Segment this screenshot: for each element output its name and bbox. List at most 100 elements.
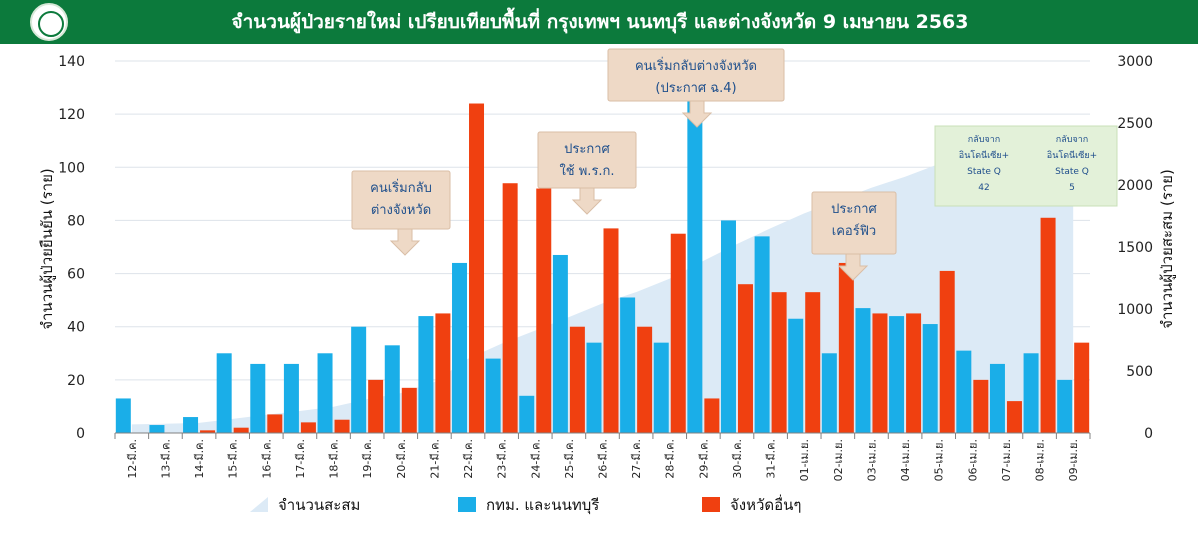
info-box-text: 42 [978,183,989,193]
callout-arrow-icon [571,187,603,215]
legend-item: จังหวัดอื่นๆ [702,494,801,514]
axis-titles: จำนวนผู้ป่วยยืนยัน (ราย) จำนวนผู้ป่วยสะสม… [38,168,1176,330]
bar-bangkok-nonthaburi [1023,353,1039,433]
bar-bangkok-nonthaburi [989,363,1005,433]
x-axis-tick-label: 27-มี.ค. [630,439,643,479]
y2-axis-tick-label: 0 [1144,426,1153,442]
x-axis-tick-label: 15-มี.ค. [227,439,240,479]
bar-other-provinces [906,313,922,433]
y2-axis-title: จำนวนผู้ป่วยสะสม (ราย) [1158,169,1176,329]
bar-bangkok-nonthaburi [216,353,232,433]
y2-axis-tick-label: 1000 [1117,302,1153,318]
info-box-text: กลับจาก [1056,135,1088,145]
bar-bangkok-nonthaburi [418,316,434,433]
bar-bangkok-nonthaburi [485,358,501,433]
bar-other-provinces [603,228,619,433]
bar-other-provinces [838,262,854,433]
bar-bangkok-nonthaburi [788,318,804,433]
y2-axis-tick-label: 1500 [1117,240,1153,256]
callout-text-line: ประกาศ [564,142,610,157]
y-axis-tick-label: 20 [67,373,85,389]
bar-other-provinces [805,292,821,433]
x-axis-tick-label: 18-มี.ค. [328,439,341,479]
callout-text-line: คนเริ่มกลับต่างจังหวัด [635,57,757,74]
bar-other-provinces [368,379,384,433]
callout-text-line: (ประกาศ ฉ.4) [655,81,736,96]
info-box-text: State Q [1055,167,1089,177]
y-axis-tick-label: 100 [58,160,85,176]
bar-other-provinces [334,419,350,433]
callout-a3: คนเริ่มกลับต่างจังหวัด (ประกาศ ฉ.4) [607,48,785,128]
x-axis-tick-label: 24-มี.ค. [529,439,542,479]
legend-label: จำนวนสะสม [278,496,360,514]
bar-other-provinces [569,326,585,433]
x-axis-tick-label: 19-มี.ค. [361,439,374,479]
bar-bangkok-nonthaburi [384,345,400,433]
bar-other-provinces [401,387,417,433]
x-axis-tick-label: 30-มี.ค. [731,439,744,479]
y2-axis-tick-label: 3000 [1117,54,1153,70]
bar-bangkok-nonthaburi [653,342,669,433]
x-axis-tick-label: 02-เม.ย. [832,439,845,481]
x-axis-tick-label: 03-เม.ย. [865,439,878,481]
legend-swatch [458,497,476,512]
info-box-text: State Q [967,167,1001,177]
bar-bangkok-nonthaburi [149,425,165,433]
info-box-text: กลับจาก [968,135,1000,145]
legend-label: กทม. และนนทบุรี [486,496,599,515]
bar-other-provinces [939,270,955,433]
bar-other-provinces [502,183,518,433]
info-box-text: อินโดนีเซีย+ [1047,150,1097,161]
callout-text-line: ใช้ พ.ร.ก. [559,163,614,179]
bar-bangkok-nonthaburi [519,395,535,433]
info-box-background [934,125,1118,207]
bar-other-provinces [469,103,485,433]
bar-other-provinces [267,414,283,433]
bar-other-provinces [536,188,552,433]
bar-bangkok-nonthaburi [183,417,199,433]
x-axis-tick-label: 17-มี.ค. [294,439,307,479]
y-axis-tick-label: 120 [58,107,85,123]
bar-bangkok-nonthaburi [855,308,871,433]
x-axis-tick-label: 13-มี.ค. [159,439,172,479]
x-axis-tick-label: 01-เม.ย. [798,439,811,481]
bar-other-provinces [233,427,249,433]
x-axis-tick-label: 25-มี.ค. [563,439,576,479]
bar-bangkok-nonthaburi [452,262,468,433]
callout-text-line: คนเริ่มกลับ [370,179,432,196]
x-axis-tick-label: 28-มี.ค. [664,439,677,479]
bar-bangkok-nonthaburi [351,326,367,433]
legend-swatch [702,497,720,512]
bar-bangkok-nonthaburi [1057,379,1073,433]
y2-axis-tick-label: 2500 [1117,116,1153,132]
x-axis-tick-label: 14-มี.ค. [193,439,206,479]
bar-other-provinces [435,313,451,433]
y2-axis-tick-label: 500 [1126,364,1153,380]
info-box-text: อินโดนีเซีย+ [959,150,1009,161]
bar-other-provinces [300,422,316,433]
callout-a1: คนเริ่มกลับต่างจังหวัด [351,170,451,256]
axes [114,432,1091,439]
bar-other-provinces [1074,342,1090,433]
bar-bangkok-nonthaburi [922,324,938,433]
bar-bangkok-nonthaburi [317,353,333,433]
callout-box [537,131,637,189]
y-axis-tick-labels: 0 20 40 60 80 100 120 140 0 500 1000 1500 2000 2500 30… [58,54,1153,442]
x-axis-tick-label: 23-มี.ค. [496,439,509,479]
x-axis-tick-label: 07-เม.ย. [1000,439,1013,481]
bar-other-provinces [973,379,989,433]
bar-bangkok-nonthaburi [552,254,568,433]
bar-bangkok-nonthaburi [720,220,736,433]
bar-bangkok-nonthaburi [620,297,636,433]
y-axis-tick-label: 0 [76,426,85,442]
y-axis-title: จำนวนผู้ป่วยยืนยัน (ราย) [38,168,56,330]
legend-item: กทม. และนนทบุรี [458,496,599,515]
x-axis-tick-label: 09-เม.ย. [1067,439,1080,481]
y-axis-tick-label: 80 [67,213,85,229]
callout-text-line: เคอร์ฟิว [832,223,876,239]
x-axis-tick-label: 05-เม.ย. [933,439,946,481]
callout-arrow-icon [837,253,869,281]
